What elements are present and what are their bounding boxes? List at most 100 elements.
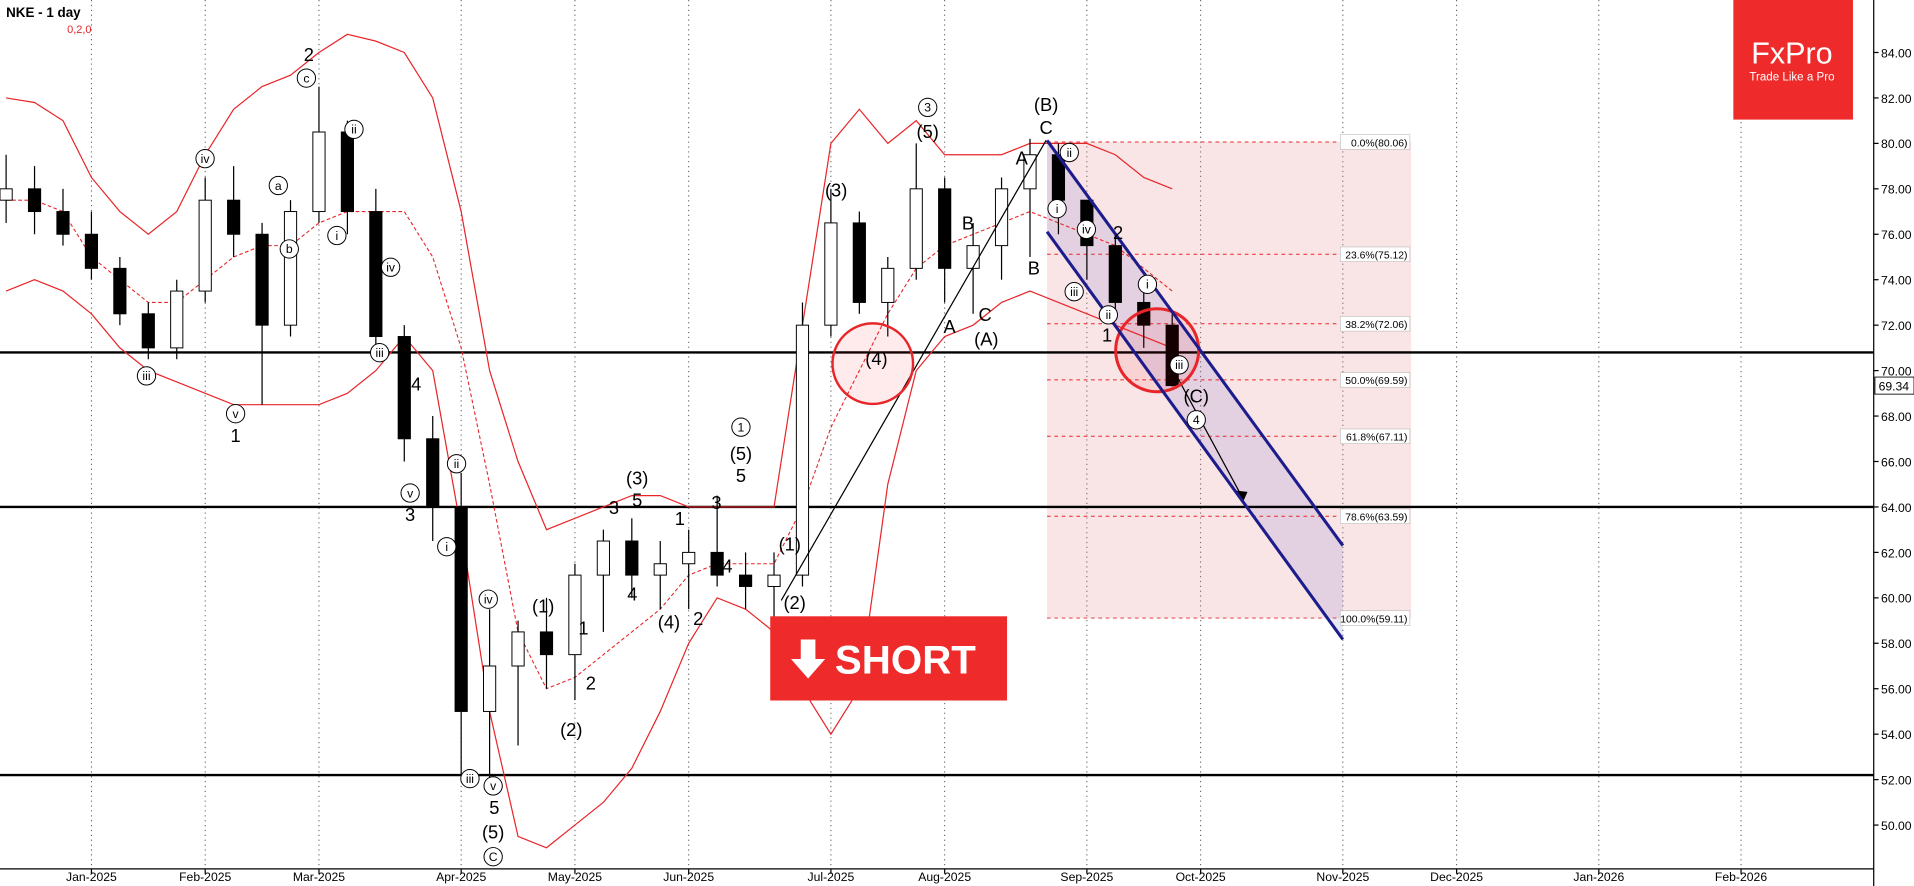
wave-label: iii	[142, 369, 150, 383]
wave-label: i	[445, 540, 448, 554]
candle-body	[767, 574, 781, 587]
y-tick-label: 56.00	[1881, 683, 1912, 697]
fib-label-box	[1340, 134, 1411, 150]
logo-name: FxPro	[1751, 36, 1832, 70]
candle-body	[710, 551, 724, 576]
candle-body	[596, 540, 610, 576]
channel-lower	[1045, 230, 1345, 641]
wave-label: 5	[632, 489, 642, 510]
y-tick-label: 54.00	[1881, 728, 1912, 742]
wave-label: (3)	[626, 467, 648, 488]
wave-label: iii	[376, 346, 384, 360]
wave-label: (2)	[783, 592, 805, 613]
y-tick-label: 66.00	[1881, 455, 1912, 469]
y-tick-label: 84.00	[1881, 46, 1912, 60]
candle-body	[27, 188, 42, 213]
fib-label-box	[1340, 246, 1411, 262]
candle-body	[852, 222, 866, 303]
wave-circle	[268, 175, 288, 196]
wave-circle	[1076, 219, 1097, 240]
y-tick-label: 60.00	[1881, 592, 1912, 606]
wave-label: 4	[1193, 413, 1200, 427]
highlight-circle	[831, 322, 915, 406]
wave-label: i	[1146, 278, 1149, 292]
candle-body	[56, 211, 70, 235]
wave-label: 5	[489, 797, 499, 818]
wave-label: 4	[411, 374, 421, 395]
wave-label: i	[336, 229, 339, 243]
wave-label: (5)	[482, 821, 504, 842]
wave-label: (5)	[730, 443, 752, 464]
arrow-head	[1236, 490, 1248, 503]
projection-arrow	[1177, 378, 1244, 499]
logo-tagline: Trade Like a Pro	[1749, 72, 1834, 84]
y-tick-label: 64.00	[1881, 501, 1912, 515]
wave-label: iv	[386, 261, 396, 275]
fib-label: 38.2%(72.06)	[1345, 320, 1407, 331]
x-tick-label: Apr-2025	[436, 870, 486, 884]
candle-body	[141, 313, 155, 349]
y-tick-label: 72.00	[1881, 319, 1912, 333]
candle-body	[369, 211, 383, 338]
x-tick-label: Oct-2025	[1176, 870, 1226, 884]
wave-label: iv	[1082, 223, 1092, 237]
wave-circle	[478, 589, 498, 609]
wave-circle	[380, 257, 401, 277]
wave-circle	[327, 225, 347, 246]
candle-body	[0, 188, 13, 201]
wave-label: ii	[1067, 146, 1072, 160]
wave-label: 3	[609, 497, 619, 518]
wave-circle	[483, 776, 503, 796]
wave-circle	[437, 537, 457, 557]
candle-body	[824, 222, 838, 326]
y-tick-label: 50.00	[1881, 819, 1912, 833]
wave-circle	[1169, 355, 1189, 375]
wave-label: iv	[201, 152, 211, 166]
wave-circle	[1047, 199, 1067, 219]
x-tick-label: Feb-2026	[1715, 870, 1767, 884]
wave-label: 4	[722, 555, 732, 576]
wave-label: i	[1056, 202, 1059, 216]
wave-circle	[279, 239, 299, 259]
candle-body	[511, 631, 525, 667]
wave-label: A	[1016, 148, 1029, 169]
candle-body	[312, 131, 326, 213]
wave-label: 3	[711, 492, 721, 513]
wave-label: C	[1039, 117, 1052, 138]
wave-label: C	[489, 850, 498, 864]
candle-body	[113, 267, 127, 315]
candle-body	[1108, 245, 1122, 303]
wave-label: B	[1028, 258, 1040, 279]
y-tick-label: 52.00	[1881, 773, 1912, 787]
highlight-circle	[1114, 307, 1201, 394]
wave-circle	[1098, 305, 1119, 325]
wave-label: 1	[738, 420, 745, 434]
wave-circle	[195, 149, 215, 169]
wave-label: b	[286, 242, 293, 256]
wave-label: B	[962, 212, 974, 233]
wave-label: c	[303, 71, 309, 85]
candle-body	[738, 574, 753, 587]
wave-label: (2)	[560, 719, 582, 740]
wave-label: (3)	[825, 179, 847, 200]
wave-label: iii	[1175, 358, 1183, 372]
fib-label: 61.8%(67.11)	[1346, 433, 1407, 444]
candle-body	[653, 563, 667, 576]
wave-circle	[483, 847, 503, 867]
wave-label: a	[275, 179, 282, 193]
wave-label: 1	[578, 618, 588, 639]
x-tick-label: Jun-2025	[663, 870, 714, 884]
wave-label: 2	[304, 44, 314, 65]
wave-label: v	[233, 407, 240, 421]
wave-label: 1	[675, 508, 685, 529]
wave-label: v	[490, 779, 497, 793]
wave-label: 1	[230, 425, 240, 446]
logo-box	[1733, 0, 1853, 120]
last-price-box	[1874, 376, 1914, 395]
wave-label: iii	[1070, 285, 1078, 299]
x-tick-label: Dec-2025	[1430, 870, 1483, 884]
chart-subtitle: 0,2,0	[67, 24, 91, 36]
candle-body	[227, 199, 241, 235]
